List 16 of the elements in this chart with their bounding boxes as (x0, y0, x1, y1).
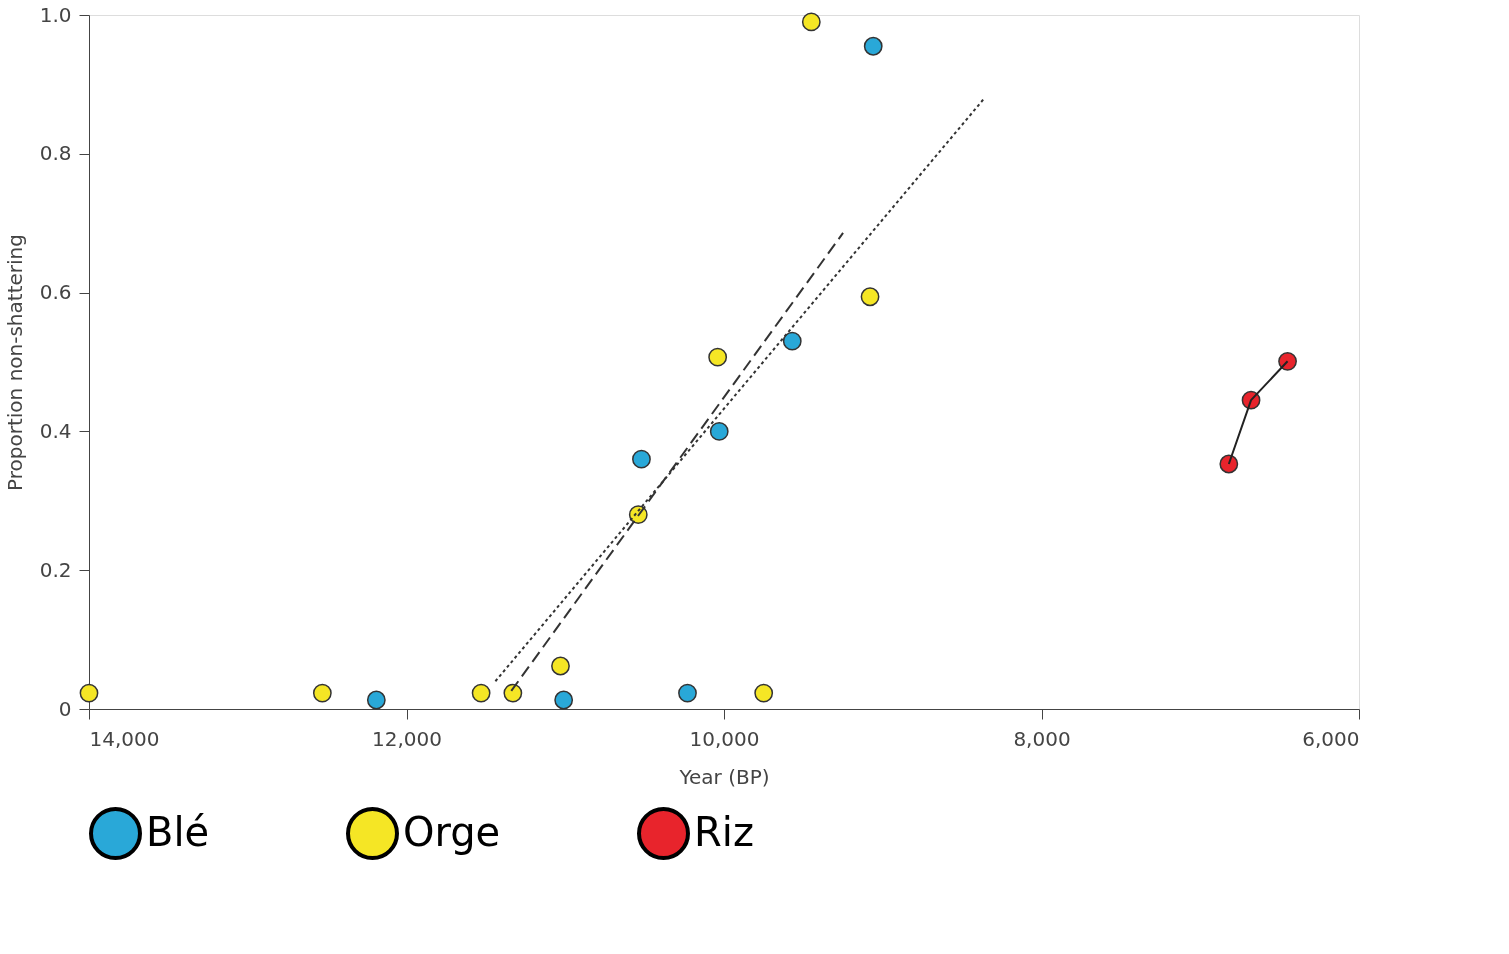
x-tick-label: 8,000 (1013, 726, 1071, 751)
legend-label: Riz (694, 808, 754, 855)
y-tick-label: 0.2 (39, 557, 72, 582)
x-tick-label: 10,000 (689, 726, 760, 751)
y-tick-label: 0 (58, 696, 72, 721)
y-tick-label: 0.6 (39, 280, 72, 305)
x-tick-label: 12,000 (372, 726, 442, 751)
legend-label: Blé (146, 808, 210, 855)
legend-label: Orge (403, 808, 501, 855)
x-tick-label: 14,000 (89, 726, 160, 751)
x-axis-title: Year (BP) (678, 764, 770, 789)
y-axis-title: Proportion non-shattering (2, 234, 27, 491)
y-tick-label: 0.8 (39, 141, 72, 166)
y-tick-label: 0.4 (39, 418, 72, 443)
x-tick-label: 6,000 (1302, 726, 1360, 751)
y-tick-label: 1.0 (39, 2, 72, 27)
